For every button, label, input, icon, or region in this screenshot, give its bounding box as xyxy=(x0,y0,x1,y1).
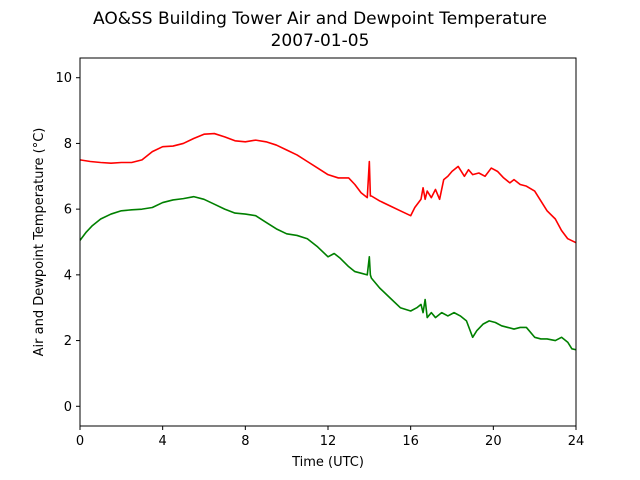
chart-title: AO&SS Building Tower Air and Dewpoint Te… xyxy=(93,9,547,29)
series-line-1 xyxy=(79,195,577,351)
x-axis-label: Time (UTC) xyxy=(291,455,364,470)
y-axis-ticks: 0 2 4 6 8 10 xyxy=(55,71,80,415)
x-tick-label: 20 xyxy=(485,434,502,449)
y-tick-label: 2 xyxy=(64,334,72,349)
x-axis-ticks: 0 4 8 12 16 20 24 xyxy=(76,426,584,449)
plot-frame xyxy=(79,57,577,427)
y-tick-label: 6 xyxy=(64,203,72,218)
x-tick-label: 0 xyxy=(76,434,84,449)
x-tick-label: 24 xyxy=(568,434,585,449)
y-tick-label: 4 xyxy=(64,268,72,283)
x-tick-label: 16 xyxy=(402,434,419,449)
x-tick-label: 12 xyxy=(320,434,337,449)
chart-subtitle: 2007-01-05 xyxy=(271,31,370,51)
y-tick-label: 0 xyxy=(64,400,72,415)
series-line-0 xyxy=(79,132,577,244)
y-axis-label: Air and Dewpoint Temperature (°C) xyxy=(32,128,47,357)
y-tick-label: 10 xyxy=(55,71,72,86)
x-tick-label: 4 xyxy=(159,434,167,449)
plot-lines xyxy=(79,132,577,351)
y-tick-label: 8 xyxy=(64,137,72,152)
x-tick-label: 8 xyxy=(241,434,249,449)
